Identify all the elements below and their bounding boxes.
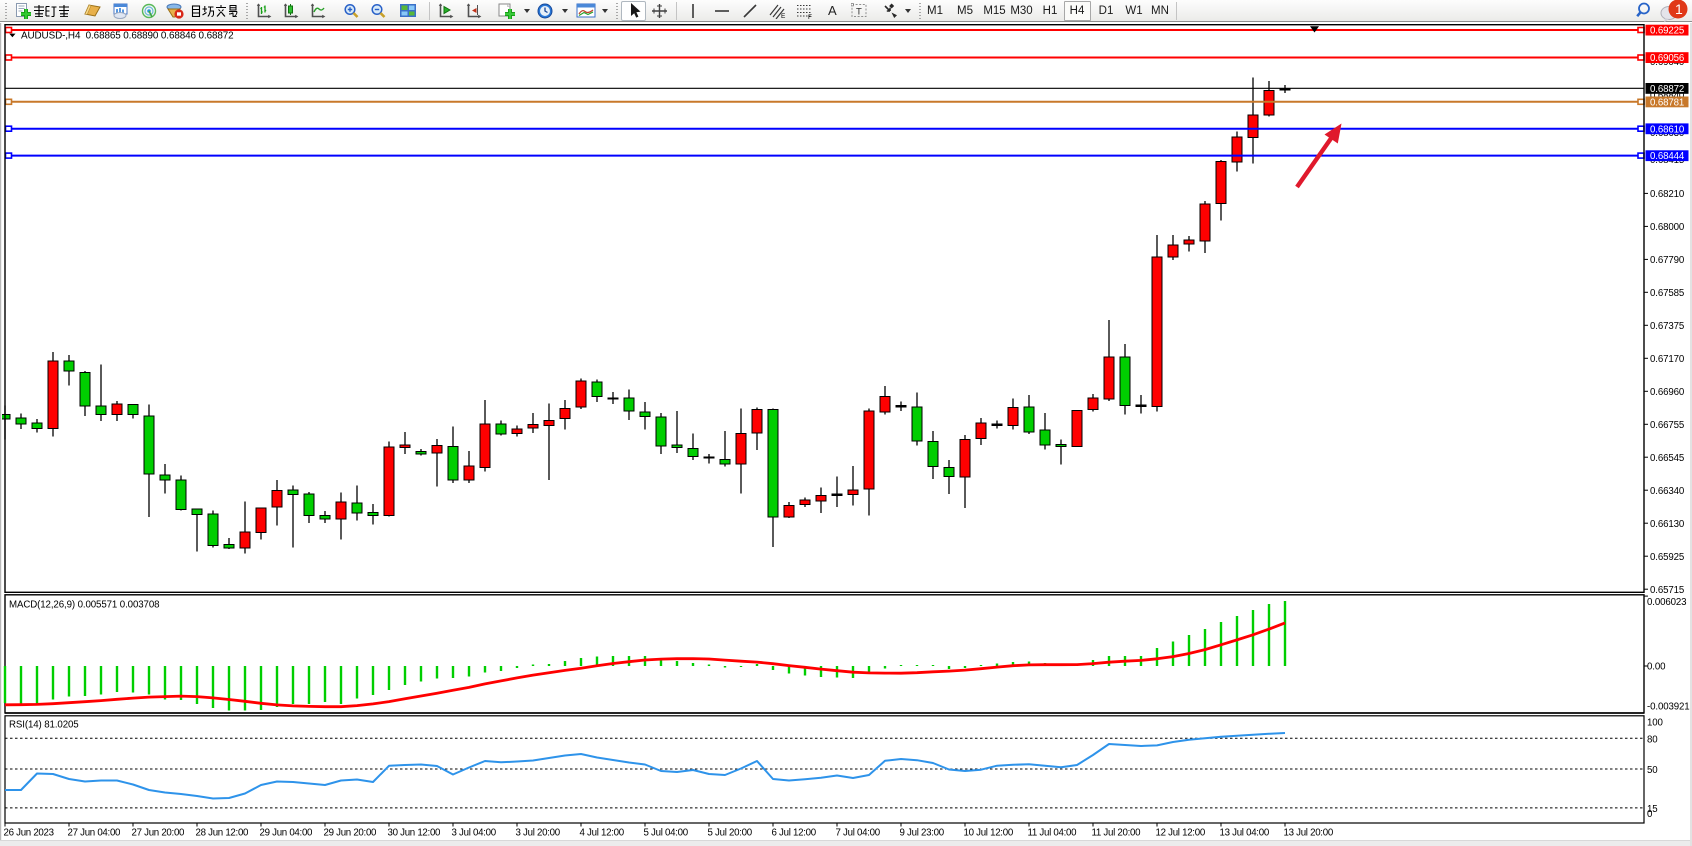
svg-text:28 Jun 12:00: 28 Jun 12:00 [196,828,250,839]
svg-text:0.68840: 0.68840 [1650,90,1685,101]
svg-text:29 Jun 04:00: 29 Jun 04:00 [260,828,314,839]
svg-text:0.68781: 0.68781 [1650,97,1684,108]
svg-text:F: F [808,14,812,19]
svg-text:10 Jul 12:00: 10 Jul 12:00 [964,828,1014,839]
svg-text:-0.003921: -0.003921 [1647,702,1690,713]
svg-text:0.66545: 0.66545 [1650,453,1684,464]
svg-text:MACD(12,26,9) 0.005571 0.00370: MACD(12,26,9) 0.005571 0.003708 [9,599,159,610]
svg-text:50: 50 [1647,765,1658,776]
svg-text:80: 80 [1647,734,1658,745]
svg-text:0.68610: 0.68610 [1650,124,1685,135]
svg-text:11 Jul 20:00: 11 Jul 20:00 [1092,828,1142,839]
svg-text:12 Jul 12:00: 12 Jul 12:00 [1156,828,1206,839]
svg-text:9 Jul 23:00: 9 Jul 23:00 [900,828,945,839]
svg-text:3 Jul 04:00: 3 Jul 04:00 [452,828,497,839]
svg-text:29 Jun 20:00: 29 Jun 20:00 [324,828,378,839]
svg-text:0.66130: 0.66130 [1650,519,1685,530]
svg-text:0.66340: 0.66340 [1650,486,1685,497]
svg-text:13 Jul 04:00: 13 Jul 04:00 [1220,828,1270,839]
svg-text:11 Jul 04:00: 11 Jul 04:00 [1028,828,1078,839]
svg-text:T: T [856,7,862,18]
svg-text:0.68000: 0.68000 [1650,222,1685,233]
svg-text:4 Jul 12:00: 4 Jul 12:00 [580,828,625,839]
svg-text:0.00: 0.00 [1647,662,1666,673]
svg-text:0.66960: 0.66960 [1650,387,1685,398]
svg-text:3 Jul 20:00: 3 Jul 20:00 [516,828,561,839]
svg-text:0.68872: 0.68872 [1650,84,1684,95]
svg-text:0.67170: 0.67170 [1650,354,1685,365]
svg-text:0.67790: 0.67790 [1650,255,1685,266]
svg-text:E: E [781,13,786,19]
svg-text:0.67585: 0.67585 [1650,288,1684,299]
svg-text:100: 100 [1647,718,1664,729]
svg-text:5 Jul 20:00: 5 Jul 20:00 [708,828,753,839]
svg-text:0.69225: 0.69225 [1650,26,1684,37]
svg-text:7 Jul 04:00: 7 Jul 04:00 [836,828,881,839]
svg-text:0.65715: 0.65715 [1650,585,1684,596]
svg-text:AUDUSD-,H4 0.68865 0.68890 0.: AUDUSD-,H4 0.68865 0.68890 0.68846 0.688… [21,31,234,42]
svg-text:0: 0 [1647,809,1653,820]
svg-text:0.67375: 0.67375 [1650,321,1684,332]
svg-text:15: 15 [1647,804,1658,815]
svg-text:0.65925: 0.65925 [1650,552,1684,563]
svg-text:27 Jun 04:00: 27 Jun 04:00 [68,828,122,839]
svg-text:5 Jul 04:00: 5 Jul 04:00 [644,828,689,839]
svg-text:27 Jun 20:00: 27 Jun 20:00 [132,828,186,839]
svg-text:RSI(14) 81.0205: RSI(14) 81.0205 [9,720,79,731]
svg-text:0.69056: 0.69056 [1650,53,1684,64]
svg-text:30 Jun 12:00: 30 Jun 12:00 [388,828,442,839]
svg-text:0.68210: 0.68210 [1650,189,1685,200]
svg-text:26 Jun 2023: 26 Jun 2023 [4,828,54,839]
svg-text:0.006023: 0.006023 [1647,597,1686,608]
svg-text:13 Jul 20:00: 13 Jul 20:00 [1284,828,1334,839]
svg-text:0.66755: 0.66755 [1650,420,1684,431]
svg-text:1: 1 [1675,1,1683,17]
svg-text:0.68444: 0.68444 [1650,151,1685,162]
svg-text:6 Jul 12:00: 6 Jul 12:00 [772,828,817,839]
